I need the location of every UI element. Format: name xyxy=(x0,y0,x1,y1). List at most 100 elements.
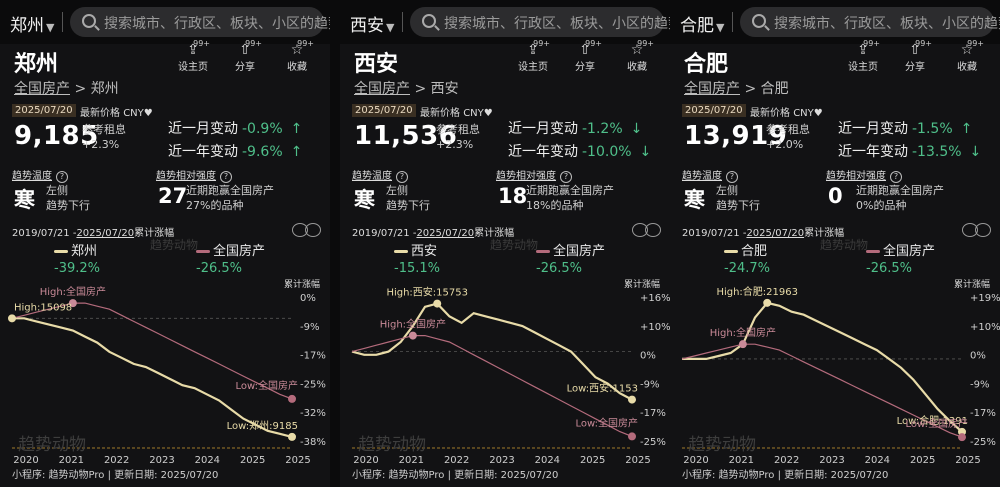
relative-strength-desc: 近期跑赢全国房产 0%的品种 xyxy=(856,183,944,213)
trend-temperature-tag[interactable]: 趋势温度? xyxy=(12,167,68,183)
page-title: 合肥 xyxy=(684,52,729,77)
legend-national[interactable]: 全国房产 -26.5% xyxy=(536,240,605,276)
trend-side: 左侧 xyxy=(46,184,68,197)
city-panel-2: 合肥 ▼ 搜索城市、行政区、板块、小区的趋势 合肥 ⇪ 99+ 设主页 ⇧ 99+ 分享 ☆ 9… xyxy=(670,0,1000,487)
city-selector[interactable]: 合肥 ▼ xyxy=(680,11,724,36)
divider xyxy=(62,12,63,32)
action-bar: ⇪ 99+ 设主页 ⇧ 99+ 分享 ☆ 99+ 收藏 xyxy=(844,39,986,73)
breadcrumb-root-link[interactable]: 全国房产 xyxy=(354,81,410,97)
relative-strength-tag[interactable]: 趋势相对强度? xyxy=(156,167,232,183)
watermark-chart: 趋势动物 xyxy=(358,435,426,455)
legend-national-pct: -26.5% xyxy=(536,261,582,276)
high-city-label: High:15098 xyxy=(14,302,72,313)
legend-swatch xyxy=(866,250,880,253)
legend-city[interactable]: 西安 -15.1% xyxy=(394,240,440,276)
help-icon[interactable]: ? xyxy=(890,171,902,183)
y-tick-label: -9% xyxy=(300,322,319,333)
currency-selector[interactable]: CNY♥ xyxy=(123,108,153,119)
date-range[interactable]: 2019/07/21 -2025/07/20累计涨幅 xyxy=(12,228,175,239)
action-star-button[interactable]: ☆ 99+ 收藏 xyxy=(948,39,986,73)
x-tick-label: 2022 xyxy=(444,455,469,464)
action-share-button[interactable]: ⇧ 99+ 分享 xyxy=(896,39,934,73)
action-share-button[interactable]: ⇧ 99+ 分享 xyxy=(226,39,264,73)
action-star-button[interactable]: ☆ 99+ 收藏 xyxy=(618,39,656,73)
trend-temperature-desc: 左侧 趋势下行 xyxy=(716,183,760,213)
legend-national[interactable]: 全国房产 -26.5% xyxy=(866,240,935,276)
x-tick-label: 2023 xyxy=(149,455,174,464)
y-tick-label: +16% xyxy=(640,293,670,304)
action-count: 99+ xyxy=(915,39,932,48)
currency-selector[interactable]: CNY♥ xyxy=(793,108,823,119)
legend-city[interactable]: 合肥 -24.7% xyxy=(724,240,770,276)
year-change: 近一年变动 -9.6% ↑ xyxy=(168,141,302,161)
action-home-pin-button[interactable]: ⇪ 99+ 设主页 xyxy=(174,39,212,73)
relative-strength-label: 趋势相对强度 xyxy=(496,171,556,182)
legend-city[interactable]: 郑州 -39.2% xyxy=(54,240,100,276)
month-change-value: -1.5% xyxy=(912,121,953,137)
legend-city-name: 西安 xyxy=(411,244,438,259)
search-input[interactable]: 搜索城市、行政区、板块、小区的趋势 xyxy=(410,7,670,37)
relative-strength-tag[interactable]: 趋势相对强度? xyxy=(496,167,572,183)
infinity-icon[interactable] xyxy=(632,223,662,237)
currency-selector[interactable]: CNY♥ xyxy=(463,108,493,119)
breadcrumb-root-link[interactable]: 全国房产 xyxy=(684,81,740,97)
series-line-city xyxy=(682,301,963,433)
relative-strength-tag[interactable]: 趋势相对强度? xyxy=(826,167,902,183)
trend-temperature-tag[interactable]: 趋势温度? xyxy=(682,167,738,183)
search-icon xyxy=(82,14,96,28)
infinity-icon[interactable] xyxy=(292,223,322,237)
price-label: 最新价格 xyxy=(80,108,120,119)
home-pin-icon: ⇪ xyxy=(527,42,539,58)
watermark-chart: 趋势动物 xyxy=(18,435,86,455)
search-input[interactable]: 搜索城市、行政区、板块、小区的趋势 xyxy=(740,7,1000,37)
y-tick-label: 0% xyxy=(640,351,656,362)
series-end-point xyxy=(288,394,296,403)
x-tick-label: 2020 xyxy=(683,455,708,464)
range-suffix: 累计涨幅 xyxy=(804,228,845,239)
year-change-label: 近一年变动 xyxy=(508,144,578,160)
relative-strength-label: 趋势相对强度 xyxy=(156,171,216,182)
help-icon[interactable]: ? xyxy=(56,171,68,183)
year-change-label: 近一年变动 xyxy=(838,144,908,160)
high-city-label: High:合肥:21963 xyxy=(716,286,798,298)
legend-national[interactable]: 全国房产 -26.5% xyxy=(196,240,265,276)
trend-direction: 趋势下行 xyxy=(386,199,430,212)
trend-chart[interactable]: +16% +10% 0% -9% -17% -25% 2020 2021 2022 2023 202… xyxy=(340,286,670,464)
y-tick-label: -9% xyxy=(970,379,989,390)
action-label: 收藏 xyxy=(957,62,977,73)
help-icon[interactable]: ? xyxy=(726,171,738,183)
date-range[interactable]: 2019/07/21 -2025/07/20累计涨幅 xyxy=(682,228,845,239)
date-range[interactable]: 2019/07/21 -2025/07/20累计涨幅 xyxy=(352,228,515,239)
action-star-button[interactable]: ☆ 99+ 收藏 xyxy=(278,39,316,73)
price-label: 最新价格 xyxy=(420,108,460,119)
action-home-pin-button[interactable]: ⇪ 99+ 设主页 xyxy=(514,39,552,73)
x-tick-label: 2025 xyxy=(240,455,265,464)
breadcrumb-root-link[interactable]: 全国房产 xyxy=(14,81,70,97)
month-change-label: 近一月变动 xyxy=(168,121,238,137)
y-tick-label: -17% xyxy=(300,351,326,362)
city-selector[interactable]: 郑州 ▼ xyxy=(10,11,54,36)
help-icon[interactable]: ? xyxy=(560,171,572,183)
rent-value: +2.0% xyxy=(766,138,804,151)
action-home-pin-button[interactable]: ⇪ 99+ 设主页 xyxy=(844,39,882,73)
legend-national-name: 全国房产 xyxy=(883,244,936,259)
x-tick-label: 2025 xyxy=(955,455,980,464)
trend-chart[interactable]: +19% +10% 0% -9% -17% -25% 2020 2021 2022 2023 202… xyxy=(670,286,1000,464)
infinity-icon[interactable] xyxy=(962,223,992,237)
help-icon[interactable]: ? xyxy=(220,171,232,183)
help-icon[interactable]: ? xyxy=(396,171,408,183)
range-suffix: 累计涨幅 xyxy=(134,228,175,239)
trend-chart[interactable]: 0% -9% -17% -25% -32% -38% 2020 2021 2022 2023 202… xyxy=(0,286,330,464)
city-panel-1: 西安 ▼ 搜索城市、行政区、板块、小区的趋势 西安 ⇪ 99+ 设主页 ⇧ 99+ 分享 ☆ 9… xyxy=(340,0,670,487)
city-selector[interactable]: 西安 ▼ xyxy=(350,11,394,36)
legend-city-name: 合肥 xyxy=(741,244,768,259)
panel-gap xyxy=(330,0,340,487)
range-end: 2025/07/20 xyxy=(416,228,475,239)
legend-city-pct: -24.7% xyxy=(724,261,770,276)
relative-strength-value: 18 xyxy=(498,184,528,208)
rent-yield: 参考租息 +2.3% xyxy=(82,122,126,152)
action-share-button[interactable]: ⇧ 99+ 分享 xyxy=(566,39,604,73)
chevron-down-icon: ▼ xyxy=(386,21,395,34)
search-input[interactable]: 搜索城市、行政区、板块、小区的趋势 xyxy=(70,7,330,37)
trend-temperature-tag[interactable]: 趋势温度? xyxy=(352,167,408,183)
